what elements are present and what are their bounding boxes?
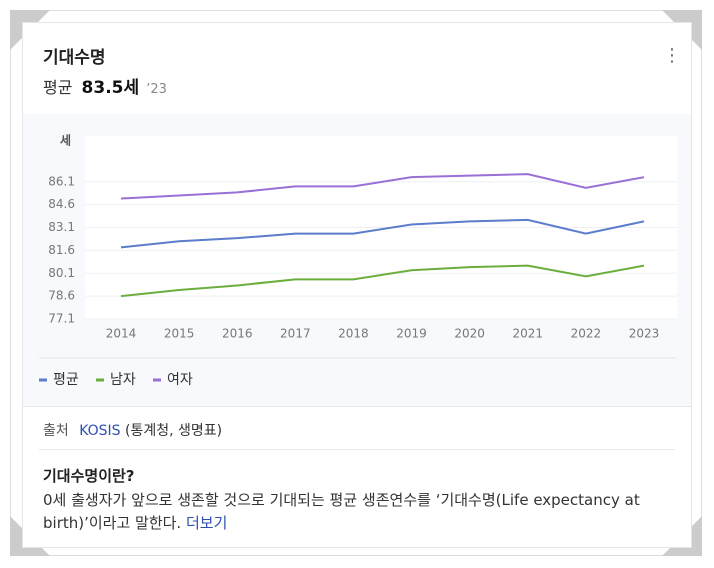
menu-button[interactable]: ⋮ — [663, 45, 681, 66]
line-series — [120, 218, 645, 249]
legend-label: 남자 — [110, 372, 136, 388]
y-tick-label: 77.1 — [48, 312, 75, 326]
definition-title: 기대수명이란? — [43, 467, 135, 485]
avg-value: 83.5세 — [81, 78, 140, 98]
avg-year: ’23 — [146, 82, 167, 97]
x-tick-label: 2015 — [164, 327, 195, 341]
legend-label: 여자 — [167, 372, 193, 388]
avg-label: 평균 — [43, 78, 73, 97]
x-tick-label: 2016 — [222, 327, 253, 341]
line-series — [120, 173, 645, 200]
x-tick-label: 2022 — [571, 327, 602, 341]
x-tick-label: 2023 — [629, 327, 660, 341]
legend-label: 평균 — [53, 372, 79, 388]
divider — [39, 449, 675, 450]
y-axis-label: 세 — [60, 133, 71, 148]
x-tick-label: 2017 — [280, 327, 311, 341]
frame — [10, 10, 702, 556]
x-tick-label: 2014 — [106, 327, 137, 341]
divider — [23, 406, 691, 407]
source-label: 출처 — [43, 423, 69, 439]
title: 기대수명 — [43, 48, 106, 68]
x-tick-label: 2021 — [513, 327, 544, 341]
y-tick-label: 84.6 — [48, 197, 75, 211]
y-tick-label: 86.1 — [48, 174, 75, 188]
source: 출처 KOSIS (통계청, 생명표) — [43, 420, 222, 440]
y-tick-label: 80.1 — [48, 266, 75, 280]
source-link[interactable]: KOSIS — [79, 423, 121, 439]
more-link[interactable]: 더보기 — [185, 514, 228, 532]
x-tick-label: 2018 — [338, 327, 369, 341]
definition: 0세 출생자가 앞으로 생존할 것으로 기대되는 평균 생존연수를 ‘기대수명(… — [43, 489, 675, 535]
chart: 세 77.1 78.6 80.1 81.6 83.1 84.6 86.1 2014 2015 20… — [23, 114, 691, 406]
card: 기대수명 ⋮ 평균 83.5세 ’23 세 77.1 78.6 80.1 81.6 83… — [22, 22, 692, 548]
y-tick-label: 78.6 — [48, 289, 75, 303]
line-series — [120, 264, 645, 298]
y-tick-label: 81.6 — [48, 243, 75, 257]
x-tick-label: 2020 — [454, 327, 485, 341]
source-detail: (통계청, 생명표) — [125, 423, 223, 439]
definition-text: 0세 출생자가 앞으로 생존할 것으로 기대되는 평균 생존연수를 ‘기대수명(… — [43, 491, 640, 532]
x-tick-label: 2019 — [396, 327, 427, 341]
avg-line: 평균 83.5세 ’23 — [43, 73, 167, 98]
y-tick-label: 83.1 — [48, 220, 75, 234]
